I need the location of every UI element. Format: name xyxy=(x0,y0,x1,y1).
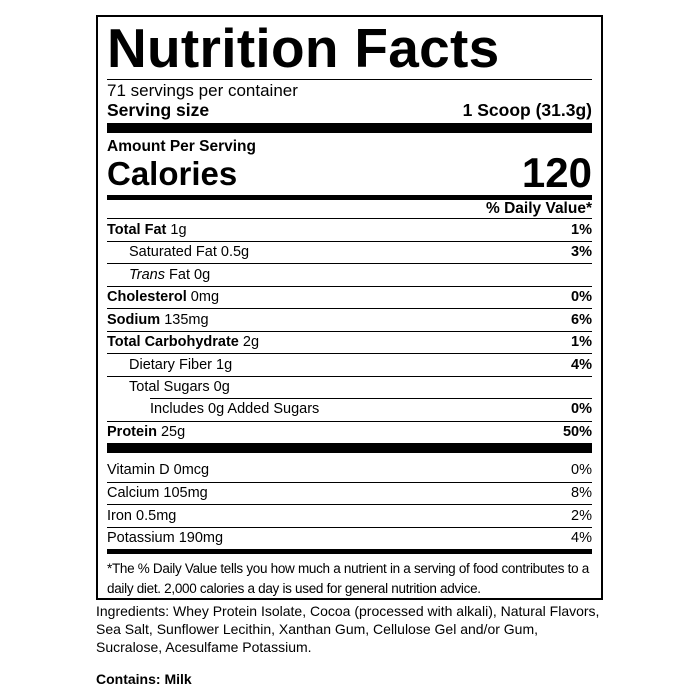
vitamin-dv: 2% xyxy=(571,507,592,524)
vitamin-dv: 4% xyxy=(571,530,592,547)
calories-value: 120 xyxy=(521,149,592,196)
nutrient-name: Includes 0g Added Sugars xyxy=(150,401,320,417)
nutrition-facts-panel: Nutrition Facts 71 servings per containe… xyxy=(96,15,603,600)
thick-divider xyxy=(107,443,592,453)
nutrient-dv: 4% xyxy=(571,356,592,373)
nutrient-dv: 6% xyxy=(571,311,592,328)
nutrient-dv: 0% xyxy=(571,398,592,421)
vitamin-amount: 0.5mg xyxy=(136,507,177,524)
vitamin-row-calcium: Calcium 105mg 8% xyxy=(107,481,592,505)
calories-row: Calories 120 xyxy=(107,149,592,196)
vitamin-dv: 8% xyxy=(571,485,592,502)
nutrient-row-saturated-fat: Saturated Fat 0.5g 3% xyxy=(107,240,592,264)
vitamin-row-iron: Iron 0.5mg 2% xyxy=(107,504,592,527)
servings-per-container: 71 servings per container xyxy=(107,81,298,100)
vitamin-name: Potassium xyxy=(107,530,175,547)
calories-label: Calories xyxy=(107,155,238,192)
nutrient-dv: 3% xyxy=(571,244,592,261)
amount-per-serving: Amount Per Serving xyxy=(107,138,256,155)
divider xyxy=(107,79,592,80)
nutrient-amount: 135mg xyxy=(164,311,209,328)
serving-size-label: Serving size xyxy=(107,100,210,120)
nutrient-row-total-fat: Total Fat 1g 1% xyxy=(107,218,592,241)
nutrient-row-cholesterol: Cholesterol 0mg 0% xyxy=(107,285,592,309)
nutrient-name: Total Carbohydrate xyxy=(107,334,239,351)
nutrient-name: Cholesterol xyxy=(107,289,187,306)
nutrient-dv: 0% xyxy=(571,289,592,306)
nutrient-amount: 2g xyxy=(242,334,260,351)
vitamin-name: Calcium xyxy=(107,485,160,502)
vitamin-amount: 105mg xyxy=(163,485,208,502)
vitamin-dv: 0% xyxy=(571,462,592,479)
nutrient-row-total-carbohydrate: Total Carbohydrate 2g 1% xyxy=(107,330,592,354)
nutrient-amount: 0g xyxy=(213,379,230,396)
nutrient-amount: 25g xyxy=(160,424,186,441)
medium-divider xyxy=(107,195,592,200)
nutrient-name: Dietary Fiber xyxy=(129,356,212,373)
daily-value-header: % Daily Value* xyxy=(486,200,592,217)
ingredients-text: Ingredients: Whey Protein Isolate, Cocoa… xyxy=(96,603,600,655)
nutrient-amount: 0g xyxy=(194,266,211,283)
nutrient-row-dietary-fiber: Dietary Fiber 1g 4% xyxy=(107,353,592,376)
vitamin-row-potassium: Potassium 190mg 4% xyxy=(107,526,592,550)
medium-divider xyxy=(107,549,592,554)
nutrient-row-protein: Protein 25g 50% xyxy=(107,420,592,444)
vitamin-row-vitamin-d: Vitamin D 0mcg 0% xyxy=(107,459,592,482)
serving-size-value: 1 Scoop (31.3g) xyxy=(462,100,592,120)
nutrient-name: Trans xyxy=(129,266,165,283)
nutrient-dv: 1% xyxy=(571,334,592,351)
nutrient-row-total-sugars: Total Sugars 0g xyxy=(107,375,592,399)
vitamin-amount: 0mcg xyxy=(173,462,210,479)
vitamin-name: Iron xyxy=(107,507,132,524)
nutrient-dv: 1% xyxy=(571,221,592,238)
nutrient-name-suffix: Fat xyxy=(169,266,190,283)
thick-divider xyxy=(107,123,592,133)
panel-title: Nutrition Facts xyxy=(107,17,500,79)
nutrient-name: Saturated Fat xyxy=(129,244,217,261)
nutrient-dv: 50% xyxy=(562,424,592,441)
nutrient-row-added-sugars: Includes 0g Added Sugars 0% xyxy=(107,398,592,421)
nutrient-amount: 1g xyxy=(216,356,233,373)
nutrient-name: Total Sugars xyxy=(129,379,210,396)
nutrient-amount: 0.5g xyxy=(220,244,250,261)
vitamin-name: Vitamin D xyxy=(107,462,170,479)
nutrient-amount: 1g xyxy=(170,221,187,238)
vitamin-amount: 190mg xyxy=(178,530,224,547)
nutrient-row-trans-fat: Trans Fat 0g xyxy=(107,263,592,286)
allergen-statement: Contains: Milk xyxy=(96,671,192,687)
nutrient-name: Sodium xyxy=(107,311,161,328)
daily-value-footnote: *The % Daily Value tells you how much a … xyxy=(107,561,589,596)
nutrient-name: Protein xyxy=(107,424,157,441)
nutrient-row-sodium: Sodium 135mg 6% xyxy=(107,308,592,331)
nutrient-amount: 0mg xyxy=(190,289,220,306)
nutrient-name: Total Fat xyxy=(107,221,167,238)
serving-size-row: Serving size 1 Scoop (31.3g) xyxy=(107,100,592,120)
